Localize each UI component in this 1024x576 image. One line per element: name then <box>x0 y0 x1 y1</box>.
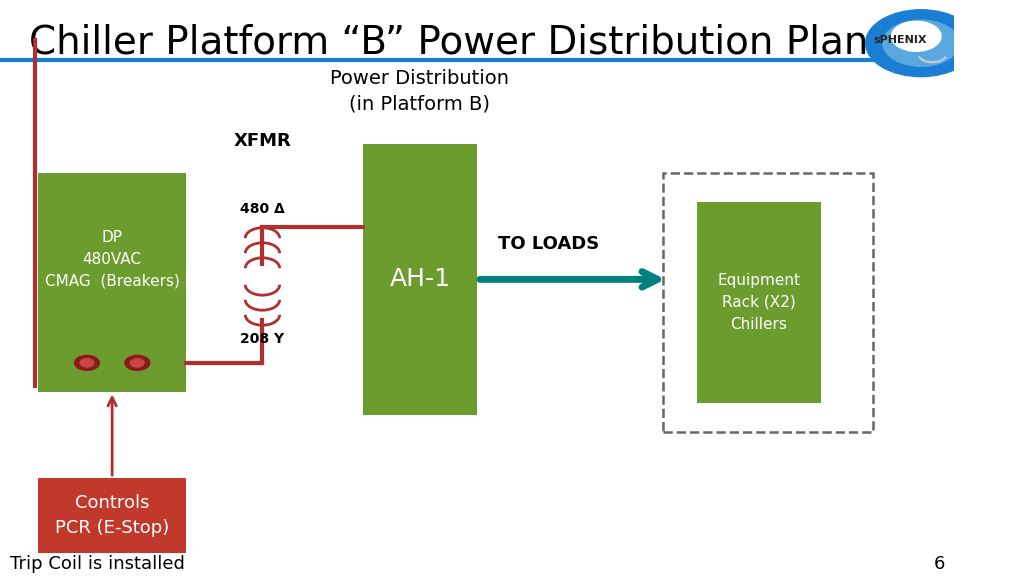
Circle shape <box>75 355 99 370</box>
FancyBboxPatch shape <box>696 202 821 403</box>
Text: Controls
PCR (E-Stop): Controls PCR (E-Stop) <box>55 494 169 537</box>
Text: Chiller Platform “B” Power Distribution Plan: Chiller Platform “B” Power Distribution … <box>29 23 868 61</box>
Circle shape <box>865 10 976 77</box>
Text: Equipment
Rack (X2)
Chillers: Equipment Rack (X2) Chillers <box>717 272 801 332</box>
Circle shape <box>892 21 941 51</box>
Circle shape <box>130 359 144 367</box>
Text: sPHENIX: sPHENIX <box>873 35 927 46</box>
Text: 6: 6 <box>934 555 945 573</box>
Text: Power Distribution
(in Platform B): Power Distribution (in Platform B) <box>331 69 510 113</box>
Circle shape <box>125 355 150 370</box>
FancyBboxPatch shape <box>38 173 186 392</box>
FancyBboxPatch shape <box>38 478 186 553</box>
Text: AH-1: AH-1 <box>389 267 451 291</box>
Text: 208 Y: 208 Y <box>241 332 285 346</box>
Circle shape <box>883 20 959 66</box>
Text: DP
480VAC
CMAG  (Breakers): DP 480VAC CMAG (Breakers) <box>45 229 179 289</box>
Text: 480 Δ: 480 Δ <box>240 202 285 215</box>
Text: XFMR: XFMR <box>233 132 292 150</box>
Text: Trip Coil is installed: Trip Coil is installed <box>9 555 184 573</box>
Circle shape <box>80 359 94 367</box>
FancyBboxPatch shape <box>362 144 477 415</box>
Text: TO LOADS: TO LOADS <box>498 236 599 253</box>
